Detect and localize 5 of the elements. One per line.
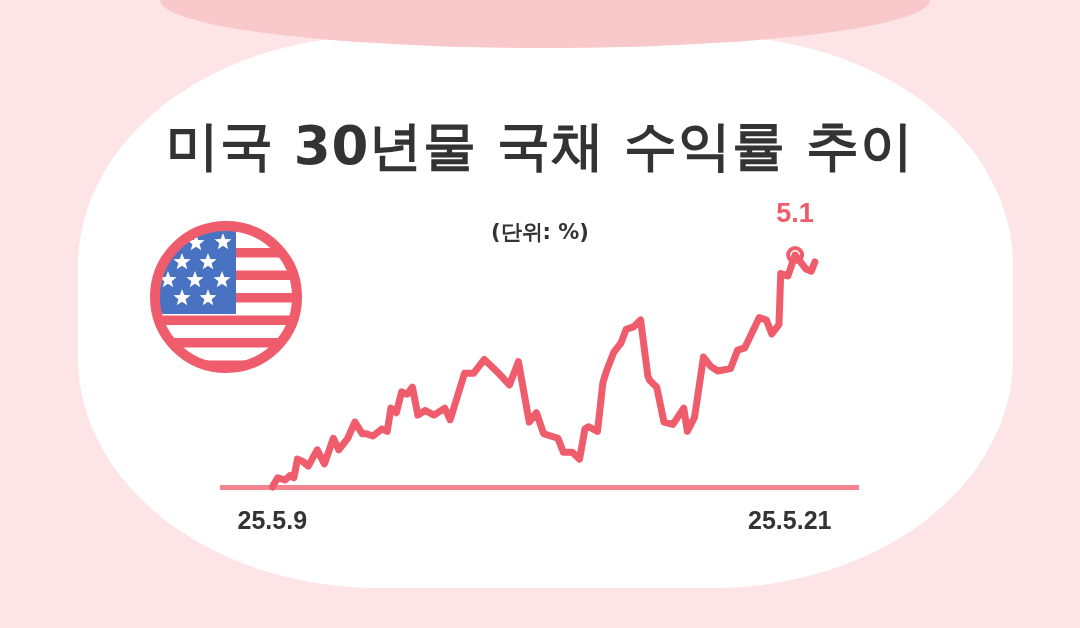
annotation: 5.1 (776, 197, 814, 228)
chart-title: 미국 30년물 국채 수익률 추이 (166, 114, 914, 178)
chart-subtitle: (단위: %) (491, 219, 589, 246)
x-tick-label: 25.5.21 (748, 505, 832, 534)
x-tick-label: 25.5.9 (237, 505, 308, 534)
